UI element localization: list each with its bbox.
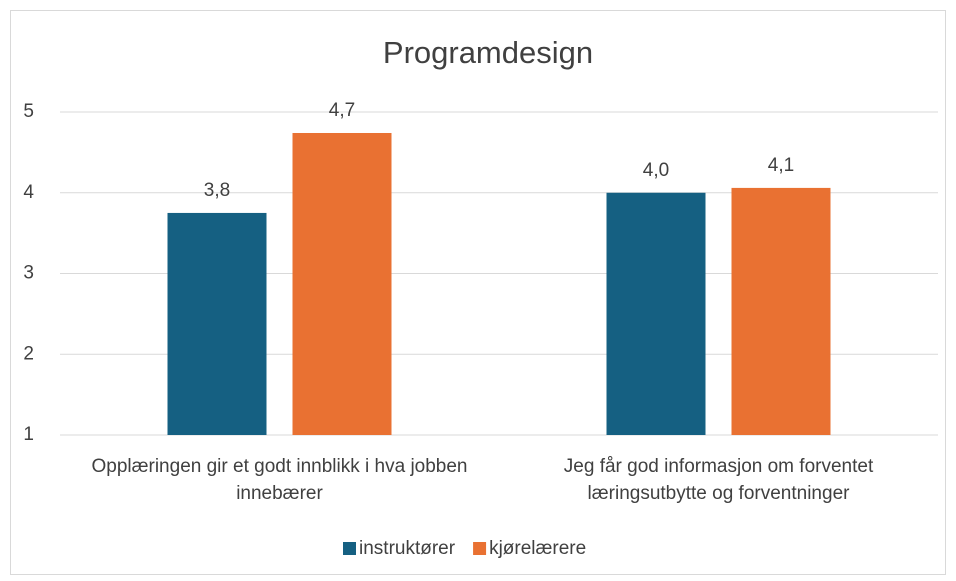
y-tick-label: 2 (23, 343, 34, 364)
data-label: 3,8 (204, 180, 230, 201)
bar (606, 192, 706, 435)
legend-swatch (473, 542, 487, 555)
y-tick-label: 1 (23, 424, 34, 445)
x-tick-label: Opplæringen gir et godt innblikk i hva j… (91, 456, 468, 504)
bar (167, 212, 267, 435)
data-label: 4,7 (329, 100, 355, 121)
data-label: 4,1 (768, 155, 794, 176)
x-tick-label: Jeg får god informasjon om forventet lær… (563, 456, 874, 504)
y-tick-label: 4 (23, 182, 34, 203)
y-tick-label: 3 (23, 263, 34, 284)
legend-swatch (343, 542, 356, 555)
legend-label: instruktører (359, 538, 456, 559)
bar (731, 187, 831, 435)
data-label: 4,0 (643, 160, 669, 181)
legend-label: kjørelærere (489, 538, 586, 559)
chart-title: Programdesign (383, 35, 593, 70)
y-tick-label: 5 (23, 101, 34, 122)
bar (292, 132, 392, 435)
